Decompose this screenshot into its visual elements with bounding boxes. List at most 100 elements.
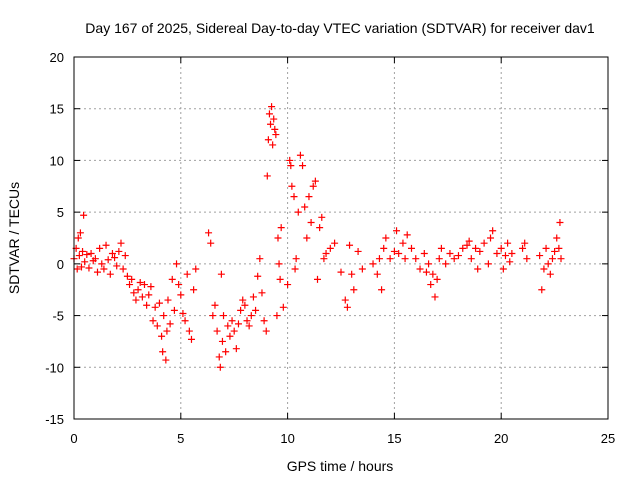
data-point bbox=[179, 310, 187, 318]
data-point bbox=[459, 244, 467, 252]
data-point bbox=[164, 296, 172, 304]
data-point bbox=[262, 327, 270, 335]
data-point bbox=[185, 327, 193, 335]
data-point bbox=[538, 286, 546, 294]
data-point bbox=[489, 227, 497, 235]
data-point bbox=[303, 234, 311, 242]
data-point bbox=[138, 293, 146, 301]
data-point bbox=[228, 317, 236, 325]
data-point bbox=[480, 239, 488, 247]
data-point bbox=[159, 348, 167, 356]
data-point bbox=[277, 224, 285, 232]
y-tick-label: 0 bbox=[57, 257, 64, 272]
data-point bbox=[211, 301, 219, 309]
data-point bbox=[175, 281, 183, 289]
data-point bbox=[467, 255, 475, 263]
data-point bbox=[140, 281, 148, 289]
data-point bbox=[553, 234, 561, 242]
data-point bbox=[183, 270, 191, 278]
data-point bbox=[155, 299, 163, 307]
data-point bbox=[102, 241, 110, 249]
data-point bbox=[431, 293, 439, 301]
data-point bbox=[291, 265, 299, 273]
x-tick-label: 5 bbox=[177, 431, 184, 446]
axis-ticks: 0 5 10 15 20 25 -15 -10 -5 0 5 10 15 20 bbox=[45, 50, 615, 446]
data-point bbox=[111, 254, 119, 262]
data-point bbox=[446, 250, 454, 258]
data-point bbox=[153, 322, 161, 330]
data-point bbox=[241, 301, 249, 309]
grid-lines bbox=[74, 57, 608, 419]
data-point bbox=[81, 258, 89, 266]
data-point bbox=[232, 345, 240, 353]
data-point bbox=[286, 156, 294, 164]
data-point bbox=[309, 182, 317, 190]
data-point bbox=[311, 177, 319, 185]
data-point bbox=[429, 270, 437, 278]
data-point bbox=[274, 234, 282, 242]
data-point bbox=[493, 250, 501, 258]
data-point bbox=[393, 227, 401, 235]
data-point bbox=[380, 244, 388, 252]
data-point bbox=[544, 260, 552, 268]
x-tick-label: 20 bbox=[494, 431, 508, 446]
data-point bbox=[234, 320, 242, 328]
data-point bbox=[173, 260, 181, 268]
data-point bbox=[435, 255, 443, 263]
data-point bbox=[294, 208, 302, 216]
y-tick-label: -5 bbox=[52, 309, 64, 324]
data-point bbox=[542, 244, 550, 252]
data-point bbox=[249, 293, 257, 301]
data-point bbox=[442, 260, 450, 268]
data-point bbox=[463, 241, 471, 249]
data-point bbox=[226, 332, 234, 340]
data-point bbox=[358, 265, 366, 273]
data-point bbox=[260, 317, 268, 325]
data-point bbox=[258, 289, 266, 297]
data-point bbox=[209, 312, 217, 320]
data-point bbox=[263, 172, 271, 180]
data-point bbox=[267, 120, 275, 128]
data-point bbox=[369, 260, 377, 268]
data-point bbox=[181, 317, 189, 325]
data-point bbox=[170, 306, 178, 314]
data-point bbox=[76, 229, 84, 237]
data-point bbox=[192, 265, 200, 273]
data-point bbox=[187, 335, 195, 343]
y-tick-label: 20 bbox=[50, 50, 64, 65]
data-point bbox=[412, 255, 420, 263]
x-tick-label: 0 bbox=[70, 431, 77, 446]
data-point bbox=[341, 296, 349, 304]
data-point bbox=[546, 270, 554, 278]
data-point bbox=[305, 193, 313, 201]
data-point bbox=[348, 270, 356, 278]
data-point bbox=[149, 317, 157, 325]
data-point bbox=[273, 312, 281, 320]
data-point bbox=[218, 337, 226, 345]
chart-title: Day 167 of 2025, Sidereal Day-to-day VTE… bbox=[85, 20, 595, 36]
data-point bbox=[128, 275, 136, 283]
data-point bbox=[272, 131, 280, 139]
data-point bbox=[136, 278, 144, 286]
data-point bbox=[254, 272, 262, 280]
data-point bbox=[163, 327, 171, 335]
data-point bbox=[519, 244, 527, 252]
data-point bbox=[350, 286, 358, 294]
data-point bbox=[508, 250, 516, 258]
data-point bbox=[425, 260, 433, 268]
data-point bbox=[237, 306, 245, 314]
data-point bbox=[523, 255, 531, 263]
data-point bbox=[497, 244, 505, 252]
data-point bbox=[77, 263, 85, 271]
y-tick-label: 5 bbox=[57, 205, 64, 220]
y-tick-label: 10 bbox=[50, 153, 64, 168]
data-point bbox=[284, 281, 292, 289]
y-axis-label: SDTVAR / TECUs bbox=[6, 182, 22, 294]
data-point bbox=[106, 270, 114, 278]
data-point bbox=[521, 239, 529, 247]
data-point bbox=[322, 250, 330, 258]
data-point bbox=[437, 244, 445, 252]
data-point bbox=[205, 229, 213, 237]
data-point bbox=[230, 327, 238, 335]
data-point bbox=[74, 234, 82, 242]
